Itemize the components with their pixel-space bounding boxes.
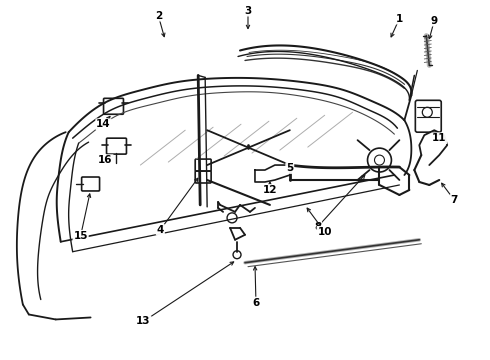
- Text: 16: 16: [98, 155, 113, 165]
- Text: 2: 2: [155, 11, 162, 21]
- Text: 11: 11: [432, 133, 446, 143]
- Text: 13: 13: [136, 316, 150, 327]
- Text: 14: 14: [96, 119, 111, 129]
- Text: 8: 8: [314, 222, 321, 232]
- Text: 12: 12: [263, 185, 277, 195]
- Text: 5: 5: [286, 163, 294, 173]
- Text: 7: 7: [450, 195, 458, 205]
- Text: 6: 6: [252, 297, 260, 307]
- Text: 1: 1: [396, 14, 403, 24]
- Text: 3: 3: [245, 6, 251, 15]
- Text: 10: 10: [318, 227, 332, 237]
- Text: 15: 15: [74, 231, 88, 241]
- Text: 4: 4: [157, 225, 164, 235]
- Text: 9: 9: [431, 15, 438, 26]
